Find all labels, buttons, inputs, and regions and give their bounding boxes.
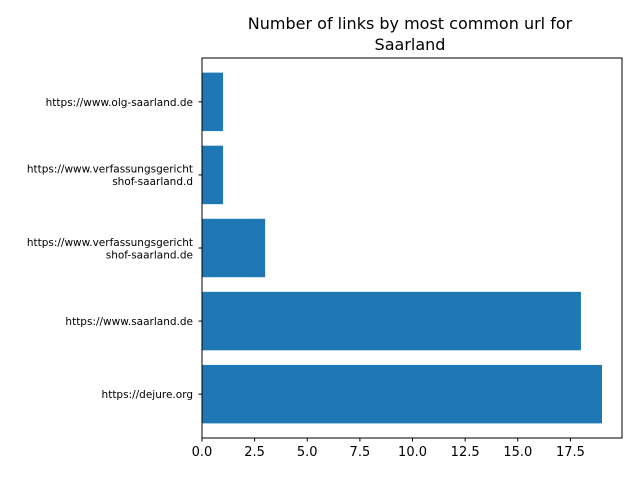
- bar: [202, 291, 581, 351]
- x-tick-label: 7.5: [350, 445, 371, 460]
- y-tick-label: shof-saarland.de: [106, 249, 193, 261]
- plot-frame: [201, 57, 623, 439]
- x-tick-label: 15.0: [503, 445, 532, 460]
- y-tick-label: https://www.verfassungsgericht: [27, 237, 193, 249]
- chart-title-line-2: Saarland: [375, 35, 446, 54]
- y-tick-label: https://dejure.org: [102, 389, 193, 401]
- x-axis: 0.0 2.5 5.0 7.5 10.0 12.5 15.0 17.5: [192, 438, 585, 460]
- bars-layer: [202, 72, 602, 424]
- x-tick-label: 12.5: [451, 445, 480, 460]
- x-tick-label: 2.5: [244, 445, 265, 460]
- x-tick-label: 17.5: [556, 445, 585, 460]
- x-tick-label: 0.0: [192, 445, 213, 460]
- x-tick-label: 5.0: [297, 445, 318, 460]
- y-tick-label: shof-saarland.d: [112, 176, 193, 188]
- y-tick-label: https://www.olg-saarland.de: [46, 97, 193, 109]
- y-tick-label: https://www.verfassungsgericht: [27, 164, 193, 176]
- chart-title-line-1: Number of links by most common url for: [248, 14, 573, 33]
- y-tick-label: https://www.saarland.de: [65, 316, 193, 328]
- x-tick-label: 10.0: [398, 445, 427, 460]
- y-axis: https://dejure.org https://www.saarland.d…: [27, 97, 202, 401]
- bar: [202, 145, 224, 205]
- bar: [202, 72, 224, 132]
- bar: [202, 218, 266, 278]
- bar: [202, 364, 602, 424]
